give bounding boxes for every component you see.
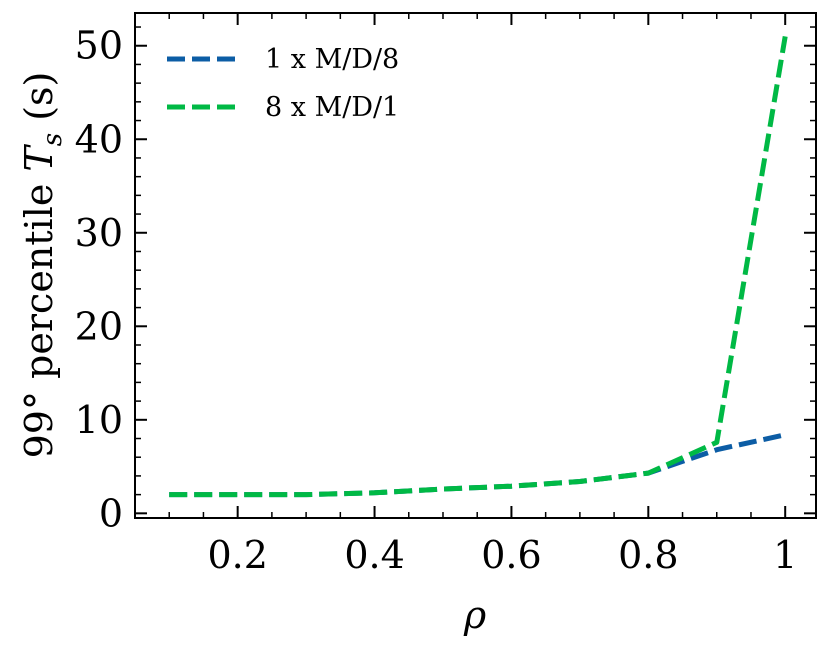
x-tick-label: 0.4 — [344, 533, 404, 577]
legend: 1 x M/D/8 8 x M/D/1 — [167, 44, 399, 123]
x-tick-label: 1 — [773, 533, 797, 577]
x-axis-label: ρ — [463, 593, 487, 637]
y-tick-label: 0 — [99, 491, 123, 535]
y-axis-label-subscript: s — [38, 133, 68, 146]
y-axis-label-variable: T — [17, 144, 61, 172]
plot-frame — [134, 12, 817, 519]
series-layer — [169, 35, 788, 498]
legend-label-series-2: 8 x M/D/1 — [265, 92, 399, 123]
y-tick-label: 40 — [75, 117, 123, 161]
y-axis-label-prefix: 99° percentile — [17, 172, 61, 459]
x-tick-label: 0.8 — [618, 533, 678, 577]
x-tick-label: 0.2 — [207, 533, 267, 577]
x-tick-label: 0.6 — [481, 533, 541, 577]
y-axis-label: 99° percentile Ts (s) — [17, 72, 68, 459]
y-axis-label-suffix: (s) — [17, 72, 61, 133]
legend-label-series-1: 1 x M/D/8 — [265, 44, 399, 75]
y-tick-label: 20 — [75, 304, 123, 348]
y-tick-label: 10 — [75, 398, 123, 442]
y-tick-label: 50 — [75, 24, 123, 68]
y-tick-label: 30 — [75, 211, 123, 255]
series-line-2 — [169, 35, 788, 498]
